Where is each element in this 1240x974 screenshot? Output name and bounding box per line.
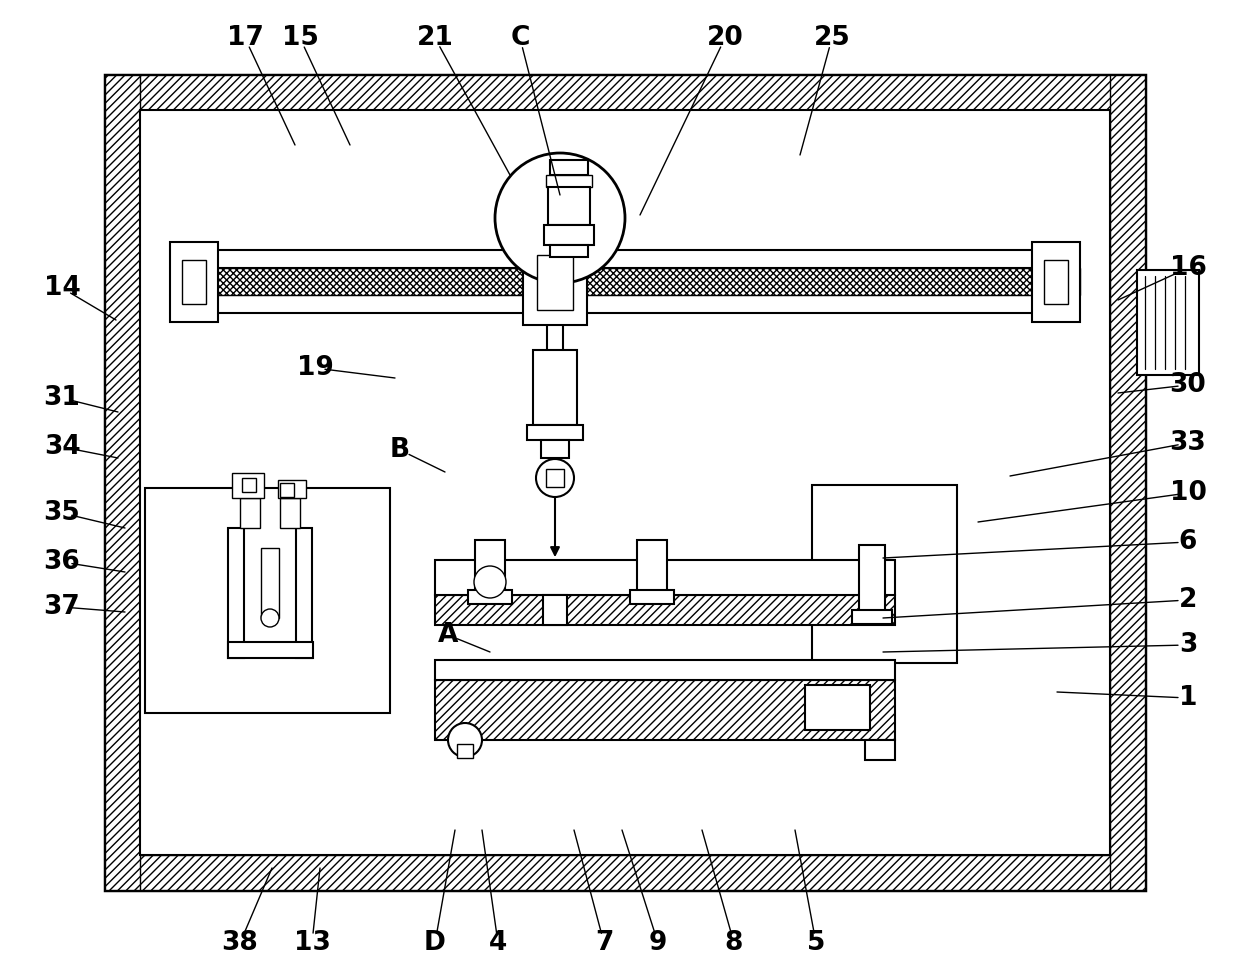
Text: 8: 8 [725, 930, 743, 956]
Bar [548, 187, 590, 225]
Text: 14: 14 [43, 275, 81, 301]
Text: 33: 33 [1169, 430, 1207, 456]
Bar [852, 610, 892, 624]
Bar [435, 560, 895, 595]
Bar [527, 425, 583, 440]
Bar [435, 595, 895, 625]
Bar [533, 350, 577, 425]
Bar [145, 488, 391, 713]
Bar [182, 260, 206, 304]
Text: 6: 6 [1179, 529, 1197, 555]
Bar [866, 740, 895, 760]
Bar [543, 595, 567, 625]
Bar [1044, 260, 1068, 304]
Bar [537, 255, 573, 310]
Text: 25: 25 [813, 25, 851, 51]
Bar [278, 480, 306, 498]
Text: 7: 7 [595, 930, 614, 956]
Bar [105, 75, 1145, 110]
Text: 17: 17 [227, 25, 263, 51]
Text: 9: 9 [649, 930, 667, 956]
Bar [105, 855, 1145, 890]
Bar [805, 685, 870, 730]
Bar [467, 590, 512, 604]
Text: B: B [389, 437, 410, 463]
Text: 3: 3 [1179, 632, 1197, 658]
Bar [280, 483, 294, 497]
Text: 19: 19 [296, 355, 334, 381]
Bar [475, 540, 505, 595]
Bar [232, 473, 264, 498]
Bar [435, 660, 895, 680]
Text: 20: 20 [707, 25, 743, 51]
Text: 36: 36 [43, 549, 81, 575]
Bar [228, 642, 312, 658]
Bar [541, 440, 569, 458]
Text: D: D [424, 930, 446, 956]
Text: 16: 16 [1169, 255, 1207, 281]
Text: 37: 37 [43, 594, 81, 620]
Text: C: C [511, 25, 529, 51]
Bar [544, 225, 594, 245]
Bar [140, 110, 1110, 855]
Text: 34: 34 [43, 434, 81, 460]
Text: 38: 38 [222, 930, 258, 956]
Bar [296, 528, 312, 658]
Text: 35: 35 [43, 500, 81, 526]
Bar [546, 469, 564, 487]
Circle shape [536, 459, 574, 497]
Bar [242, 478, 255, 492]
Bar [637, 540, 667, 595]
Text: 10: 10 [1169, 480, 1207, 506]
Bar [630, 590, 675, 604]
Bar [1032, 242, 1080, 322]
Bar [280, 498, 300, 528]
Text: 1: 1 [1179, 685, 1198, 711]
Bar [523, 240, 587, 325]
Text: A: A [438, 622, 459, 648]
Text: 15: 15 [281, 25, 319, 51]
Text: 30: 30 [1169, 372, 1207, 398]
Bar [260, 548, 279, 618]
Bar [1137, 270, 1199, 375]
Bar [228, 528, 244, 658]
Text: 21: 21 [417, 25, 454, 51]
Circle shape [448, 723, 482, 757]
Text: 5: 5 [807, 930, 825, 956]
Bar [170, 242, 218, 322]
Text: 4: 4 [489, 930, 507, 956]
Bar [812, 485, 957, 663]
Bar [551, 245, 588, 257]
Bar [241, 498, 260, 528]
Text: 31: 31 [43, 385, 81, 411]
Text: 13: 13 [294, 930, 330, 956]
Circle shape [474, 566, 506, 598]
Bar [551, 160, 588, 175]
Circle shape [260, 609, 279, 627]
Bar [458, 744, 472, 758]
Text: 2: 2 [1179, 587, 1197, 613]
Circle shape [495, 153, 625, 283]
Bar [546, 175, 591, 187]
Bar [435, 680, 895, 740]
Bar [1110, 75, 1145, 890]
Bar [859, 545, 885, 615]
Bar [105, 75, 1145, 890]
Bar [105, 75, 140, 890]
Bar [170, 268, 1080, 295]
